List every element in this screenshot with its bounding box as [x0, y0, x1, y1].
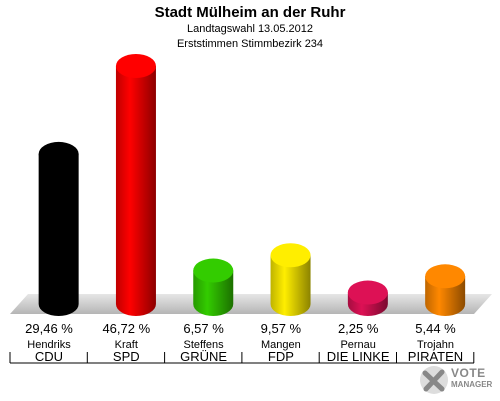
party-tick-label: GRÜNE: [180, 349, 228, 364]
vote-manager-logo: VOTE MANAGER: [418, 364, 494, 396]
party-tick-label: CDU: [34, 349, 64, 364]
candidate-name: Trojahn: [417, 339, 454, 351]
logo-text-vote: VOTE: [451, 366, 486, 380]
value-label: 46,72 %: [102, 321, 151, 336]
candidate-name: Pernau: [340, 339, 376, 351]
candidate-name: Hendriks: [27, 339, 71, 351]
party-tick-label: PIRATEN: [407, 349, 464, 364]
candidate-name: Kraft: [114, 339, 138, 351]
party-tick-label: FDP: [267, 349, 294, 364]
candidate-name: Mangen: [261, 339, 301, 351]
value-label: 6,57 %: [183, 321, 224, 336]
logo-text-manager: MANAGER: [451, 380, 493, 389]
bar-fdp: [270, 243, 311, 316]
chart-floor: [10, 294, 492, 314]
bar-cdu: [38, 141, 79, 316]
candidate-name: Steffens: [183, 339, 224, 351]
value-label: 29,46 %: [25, 321, 73, 336]
party-tick-label: SPD: [112, 349, 140, 364]
bar-piraten: [425, 264, 466, 316]
bar-spd: [115, 54, 156, 316]
value-label: 5,44 %: [415, 321, 456, 336]
chart-subtitle-election: Landtagswahl 13.05.2012: [187, 23, 313, 35]
bar-gr-ne: [193, 258, 234, 316]
ballot-cross-icon: [420, 366, 448, 394]
chart-subtitle-district: Erststimmen Stimmbezirk 234: [176, 38, 324, 50]
value-label: 9,57 %: [260, 321, 302, 336]
chart-title: Stadt Mülheim an der Ruhr: [154, 4, 346, 21]
party-tick-label: DIE LINKE: [326, 349, 390, 364]
value-label: 2,25 %: [337, 321, 379, 336]
bar-die-linke: [347, 280, 388, 316]
